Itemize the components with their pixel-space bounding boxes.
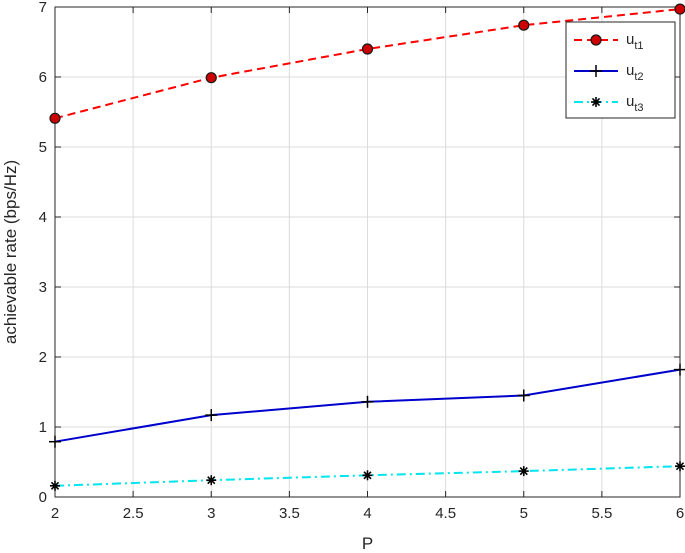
data-point-t2 (205, 409, 218, 422)
legend-marker-t3 (591, 97, 601, 107)
data-point-t3 (362, 470, 373, 481)
y-tick-label: 7 (39, 0, 47, 16)
y-tick-label: 5 (39, 139, 47, 156)
data-point-t2 (361, 395, 374, 408)
series-line-t1 (54, 8, 681, 120)
x-tick-label: 4.5 (435, 505, 456, 522)
y-tick-label: 3 (39, 279, 47, 296)
series-t3 (50, 461, 685, 491)
x-axis-label: P (362, 534, 373, 553)
legend-subscript-t3: t3 (634, 102, 643, 114)
data-point-t1 (518, 19, 530, 31)
x-axis: 2 2.5 3 3.5 4 4.5 5 5.5 6 (51, 7, 684, 522)
y-tick-label: 1 (39, 419, 47, 436)
y-axis-label: achievable rate (bps/Hz) (1, 160, 20, 344)
x-tick-label: 2 (51, 505, 59, 522)
data-point-t3 (675, 461, 685, 472)
y-tick-label: 2 (39, 349, 47, 366)
series-t2 (49, 363, 685, 448)
y-axis: 0 1 2 3 4 5 6 7 (39, 0, 680, 506)
legend-subscript-t2: t2 (634, 71, 643, 83)
legend-marker-t2 (590, 65, 602, 77)
data-point-t1 (205, 72, 217, 84)
asterisk-marker-stroke (363, 471, 372, 480)
asterisk-marker-stroke (50, 481, 60, 490)
data-point-t1 (49, 112, 61, 124)
y-tick-label: 0 (39, 489, 47, 506)
data-point-t3 (50, 480, 60, 491)
legend-marker-t1 (590, 34, 602, 46)
y-tick-label: 6 (39, 69, 47, 86)
data-point-t3 (206, 475, 217, 486)
x-tick-label: 3.5 (279, 505, 300, 522)
data-point-t2 (517, 389, 530, 402)
asterisk-marker-stroke (591, 97, 601, 107)
series-t1 (49, 3, 685, 124)
data-point-t3 (518, 466, 529, 477)
x-tick-label: 4 (363, 505, 371, 522)
asterisk-marker-stroke (207, 476, 216, 485)
series-group (49, 3, 685, 491)
legend-subscript-t1: t1 (634, 40, 643, 52)
y-tick-label: 4 (39, 209, 47, 226)
data-point-t2 (49, 435, 61, 448)
data-point-t1 (361, 43, 374, 55)
data-point-t1 (674, 3, 685, 15)
x-tick-label: 6 (676, 505, 684, 522)
asterisk-marker-stroke (519, 466, 528, 476)
asterisk-marker-stroke (675, 462, 685, 471)
x-tick-label: 5 (520, 505, 528, 522)
x-tick-label: 2.5 (123, 505, 144, 522)
x-tick-label: 3 (207, 505, 215, 522)
data-point-t2 (674, 363, 685, 376)
x-tick-label: 5.5 (591, 505, 612, 522)
